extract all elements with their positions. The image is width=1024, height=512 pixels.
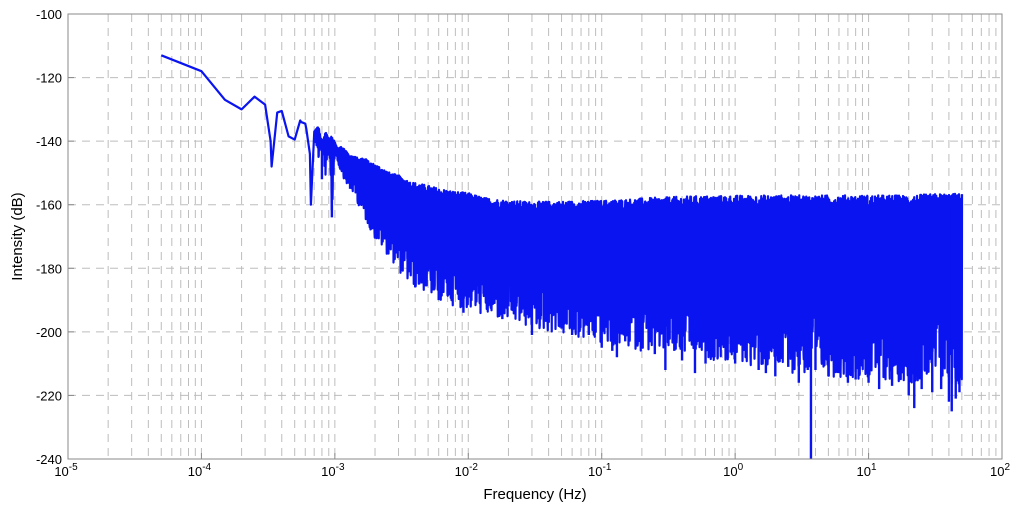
x-tick-label: 101 — [857, 462, 877, 479]
data-layer — [160, 54, 964, 459]
x-tick-label: 10-5 — [54, 462, 78, 479]
y-ticks: -100 -120 -140 -160 -180 -200 -220 -240 — [36, 7, 74, 467]
y-tick-label: -180 — [36, 261, 62, 276]
x-tick-label: 10-4 — [188, 462, 212, 479]
plot-frame — [67, 13, 1003, 460]
x-tick-label: 10-2 — [455, 462, 479, 479]
x-axis-label: Frequency (Hz) — [483, 486, 586, 503]
y-tick-label: -160 — [36, 198, 62, 213]
x-tick-label: 102 — [990, 462, 1010, 479]
x-ticks: 10-5 10-4 10-3 10-2 10-1 100 101 102 — [54, 453, 1010, 479]
y-axis-label: Intensity (dB) — [9, 192, 26, 280]
y-tick-label: -100 — [36, 7, 62, 22]
y-tick-label: -140 — [36, 134, 62, 149]
y-tick-label: -120 — [36, 71, 62, 86]
y-tick-label: -200 — [36, 325, 62, 340]
x-tick-label: 100 — [723, 462, 743, 479]
y-tick-label: -240 — [36, 452, 62, 467]
x-tick-label: 10-1 — [588, 462, 612, 479]
x-tick-label: 10-3 — [321, 462, 345, 479]
spectrum-series-line — [160, 54, 964, 385]
y-tick-label: -220 — [36, 388, 62, 403]
